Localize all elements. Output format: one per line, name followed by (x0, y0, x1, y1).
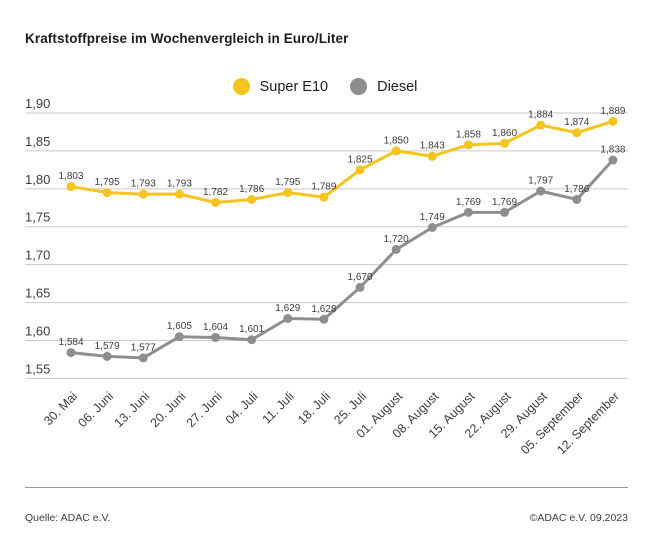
data-point-diesel (247, 335, 257, 345)
y-axis-tick-label: 1,80 (25, 172, 50, 187)
data-label-super-e10: 1,825 (348, 154, 373, 165)
data-label-super-e10: 1,786 (239, 184, 264, 195)
data-point-diesel (355, 282, 365, 292)
series-line-super-e10 (69, 119, 615, 204)
data-label-diesel: 1,838 (600, 145, 625, 156)
data-label-diesel: 1,584 (58, 337, 83, 348)
data-label-diesel: 1,749 (420, 212, 445, 223)
data-label-super-e10: 1,789 (311, 182, 336, 193)
data-point-diesel (463, 207, 473, 217)
data-label-super-e10: 1,793 (131, 179, 156, 190)
y-axis-tick-label: 1,65 (25, 286, 50, 301)
data-point-super-e10 (536, 120, 546, 130)
chart-title: Kraftstoffpreise im Wochenvergleich in E… (25, 31, 349, 46)
data-point-super-e10 (463, 140, 473, 150)
data-label-diesel: 1,605 (167, 321, 192, 332)
data-point-diesel (391, 244, 401, 254)
data-label-super-e10: 1,858 (456, 129, 481, 140)
x-axis-tick-label: 13. Juni (112, 389, 153, 430)
data-label-diesel: 1,604 (203, 322, 228, 333)
super-e10-marker-icon (232, 78, 250, 95)
data-point-diesel (66, 348, 76, 358)
data-label-super-e10: 1,889 (600, 106, 625, 117)
data-label-diesel: 1,601 (239, 324, 264, 335)
data-label-diesel: 1,769 (492, 197, 517, 208)
source-label: Quelle: ADAC e.V. (25, 512, 111, 524)
data-label-super-e10: 1,850 (384, 135, 409, 146)
data-point-diesel (174, 332, 184, 342)
data-point-diesel (211, 332, 221, 342)
data-point-super-e10 (138, 189, 148, 199)
data-label-diesel: 1,797 (528, 176, 553, 187)
data-point-diesel (283, 313, 293, 323)
legend-label-diesel: Diesel (377, 78, 418, 95)
data-point-diesel (427, 223, 437, 233)
copyright-label: ©ADAC e.V. 09.2023 (529, 512, 628, 524)
footer: Quelle: ADAC e.V. ©ADAC e.V. 09.2023 (25, 512, 628, 524)
data-label-super-e10: 1,884 (528, 110, 553, 121)
data-label-super-e10: 1,860 (492, 128, 517, 139)
diesel-marker-icon (350, 78, 368, 95)
data-point-super-e10 (174, 189, 184, 199)
data-label-diesel: 1,628 (311, 304, 336, 315)
data-label-super-e10: 1,793 (167, 179, 192, 190)
data-point-super-e10 (319, 192, 329, 202)
x-axis-tick-label: 06. Juni (75, 389, 116, 430)
data-label-diesel: 1,670 (348, 272, 373, 283)
data-point-super-e10 (355, 165, 365, 175)
x-axis-tick-label: 04. Juli (223, 389, 261, 427)
x-axis-tick-label: 20. Juni (148, 389, 189, 430)
legend-item-super-e10: Super E10 (232, 78, 329, 95)
legend-item-diesel: Diesel (350, 78, 417, 95)
y-axis-tick-label: 1,75 (25, 210, 50, 225)
data-point-diesel (608, 155, 618, 165)
data-label-super-e10: 1,803 (58, 171, 83, 182)
data-point-super-e10 (66, 182, 76, 192)
y-axis-tick-label: 1,70 (25, 248, 50, 263)
data-label-diesel: 1,579 (95, 341, 120, 352)
data-point-diesel (500, 207, 510, 217)
data-label-super-e10: 1,795 (95, 177, 120, 188)
footer-divider (25, 487, 628, 488)
data-point-super-e10 (500, 138, 510, 148)
data-label-diesel: 1,720 (384, 234, 409, 245)
x-axis-tick-label: 18. Juli (295, 389, 333, 427)
x-axis-tick-label: 12. September (554, 389, 622, 457)
data-label-diesel: 1,629 (275, 303, 300, 314)
data-point-diesel (536, 186, 546, 196)
series-line-diesel (69, 158, 615, 360)
legend: Super E10 Diesel (0, 78, 650, 95)
x-axis-tick-label: 11. Juli (260, 389, 297, 426)
data-label-super-e10: 1,795 (275, 177, 300, 188)
y-axis-tick-label: 1,55 (25, 361, 50, 376)
data-point-super-e10 (247, 194, 257, 204)
x-axis-tick-label: 27. Juni (184, 389, 225, 430)
data-point-diesel (138, 353, 148, 363)
data-point-super-e10 (391, 146, 401, 156)
x-axis-tick-label: 30. Mai (41, 389, 80, 428)
y-axis-tick-label: 1,85 (25, 134, 50, 149)
legend-label-super-e10: Super E10 (259, 78, 329, 95)
data-label-super-e10: 1,843 (420, 141, 445, 152)
data-point-super-e10 (211, 197, 221, 207)
data-point-diesel (319, 314, 329, 324)
data-point-super-e10 (572, 128, 582, 138)
data-point-super-e10 (283, 188, 293, 198)
y-axis-tick-label: 1,60 (25, 323, 50, 338)
data-label-diesel: 1,769 (456, 197, 481, 208)
y-axis-tick-label: 1,90 (25, 96, 50, 111)
data-label-diesel: 1,577 (131, 342, 156, 353)
data-point-super-e10 (427, 151, 437, 161)
data-point-diesel (102, 351, 112, 361)
x-axis-tick-label: 05. September (518, 389, 586, 457)
data-label-super-e10: 1,782 (203, 187, 228, 198)
data-point-super-e10 (102, 188, 112, 198)
data-label-diesel: 1,786 (564, 184, 589, 195)
data-label-super-e10: 1,874 (564, 117, 589, 128)
data-point-diesel (572, 194, 582, 204)
data-point-super-e10 (608, 116, 618, 126)
